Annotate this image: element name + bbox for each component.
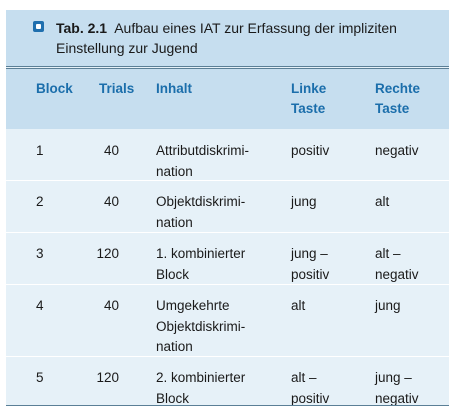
cell-line: alt [375,194,390,209]
cell-inhalt: Attributdiskrimi-nation [156,141,249,182]
cell-line: 1 [36,143,44,158]
table-box: Tab. 2.1 Aufbau eines IAT zur Erfassung … [6,10,449,406]
caption-rule-bottom [6,68,449,69]
table-caption: Tab. 2.1 Aufbau eines IAT zur Erfassung … [6,10,449,66]
caption-title-line1: Aufbau eines IAT zur Erfassung der impli… [114,20,397,36]
cell-line: jung – [375,370,412,385]
cell-links: jung – positiv [291,244,329,285]
cell-line: 40 [103,298,119,313]
cell-line: jung [375,298,401,313]
cell-line: positiv [291,390,330,406]
table-header [6,69,449,129]
cell-inhalt: 2. kombinierter Block [156,368,245,409]
cell-line: 120 [96,246,119,261]
cell-trials: 120 [96,368,119,389]
col-header-rechte-taste: Rechte Taste [375,81,421,116]
cell-line: 4 [36,298,44,313]
cell-rechts: jung [375,296,401,317]
cell-line: nation [156,214,193,230]
cell-line: Block [156,390,190,406]
row-separator [6,284,449,285]
cell-trials: 40 [104,141,119,162]
cell-block: 3 [36,244,44,265]
cell-line: alt – [291,370,317,385]
cell-line: alt – [375,246,401,261]
cell-line: Objektdiskrimi- [156,194,246,209]
cell-line: jung [291,194,317,209]
cell-trials: 40 [104,192,119,213]
table-bottom-rule [6,405,449,406]
cell-line: Objektdiskrimi- [156,318,246,334]
cell-line: 1. kombinierter [156,246,246,261]
col-header-inhalt: Inhalt [156,81,192,96]
cell-line: 3 [36,246,44,261]
cell-rechts: alt [375,192,389,213]
cell-rechts: negativ [375,141,419,162]
cell-line: nation [156,339,193,354]
cell-trials: 40 [104,296,119,317]
cell-line: alt [291,298,306,313]
cell-line: 40 [103,143,119,158]
cell-links: alt – positiv [291,368,329,409]
cell-line: Block [156,266,190,282]
cell-trials: 120 [96,244,119,265]
cell-rechts: alt – negativ [375,244,419,285]
cell-links: alt [291,296,305,317]
cell-line: nation [156,163,193,179]
cell-line: 2 [36,194,44,209]
cell-line: 40 [103,194,119,209]
row-separator [6,356,449,357]
col-header-block: Block [36,81,73,96]
table-marker-icon [33,21,44,32]
cell-inhalt: Umgekehrte Objektdiskrimi-nation [156,296,245,358]
cell-line: positiv [291,266,330,282]
cell-line: negativ [375,390,419,406]
cell-block: 4 [36,296,44,317]
cell-block: 2 [36,192,44,213]
caption-rule-top [6,66,449,67]
cell-line: jung – [291,246,328,261]
cell-line: 2. kombinierter [156,370,246,385]
cell-line: Attributdiskrimi- [156,143,250,158]
cell-block: 1 [36,141,44,162]
cell-block: 5 [36,368,44,389]
row-separator [6,180,449,181]
caption-label: Tab. 2.1 [56,20,108,36]
col-header-trials: Trials [99,81,135,96]
cell-rechts: jung – negativ [375,368,419,409]
cell-inhalt: 1. kombinierter Block [156,244,245,285]
cell-line: 5 [36,370,44,385]
cell-links: positiv [291,141,329,162]
cell-line: negativ [375,266,419,282]
caption-text: Tab. 2.1 Aufbau eines IAT zur Erfassung … [56,18,436,58]
cell-inhalt: Objektdiskrimi-nation [156,192,245,233]
cell-line: negativ [375,143,419,158]
cell-line: 120 [96,370,119,385]
col-header-linke-taste: Linke Taste [291,81,327,116]
row-separator [6,232,449,233]
cell-line: Umgekehrte [156,298,230,313]
cell-line: positiv [291,143,330,158]
caption-title-line2: Einstellung zur Jugend [56,40,198,56]
cell-links: jung [291,192,317,213]
